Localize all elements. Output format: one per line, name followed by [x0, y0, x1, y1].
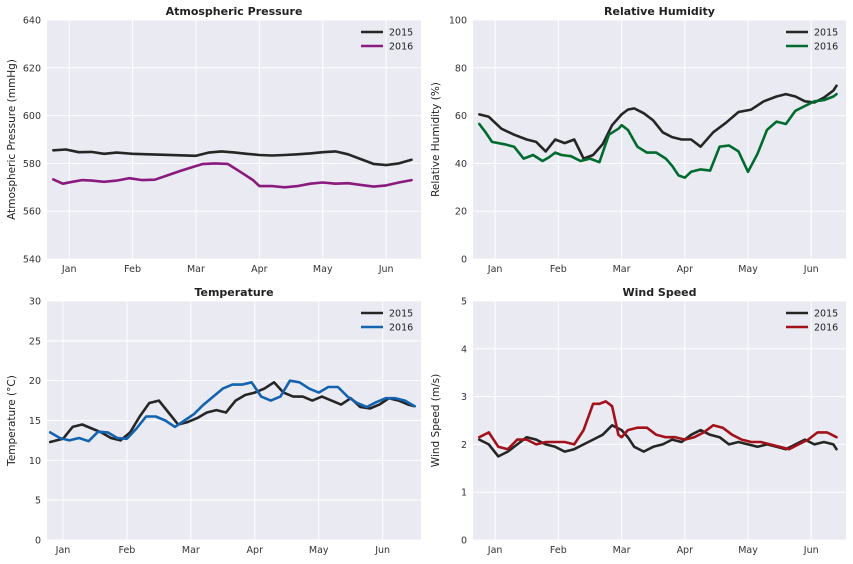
y-tick-label: 3	[461, 392, 467, 403]
x-tick-label: Feb	[124, 264, 141, 275]
chart-title: Relative Humidity	[604, 5, 715, 18]
x-tick-label: Mar	[613, 545, 631, 556]
legend-label-2015: 2015	[814, 28, 838, 39]
x-tick-label: Apr	[251, 264, 268, 275]
y-tick-label: 580	[23, 159, 41, 170]
y-tick-label: 1	[461, 488, 467, 499]
legend-label-2015: 2015	[389, 309, 413, 320]
x-tick-label: May	[313, 264, 333, 275]
series-line-2015	[51, 148, 413, 167]
wind-speed-chart: 0 1 2 3 4 5 Jan Feb Mar Apr May Jun Wind Speed Wind S…	[430, 286, 846, 556]
y-tick-label: 620	[23, 63, 41, 74]
legend-label-2016: 2016	[814, 42, 838, 53]
y-axis-label: Relative Humidity (%)	[430, 82, 442, 197]
y-tick-label: 30	[29, 297, 41, 308]
y-tick-label: 10	[29, 456, 41, 467]
x-tick-label: Feb	[550, 264, 567, 275]
y-tick-label: 40	[455, 159, 467, 170]
legend-label-2016: 2016	[389, 323, 413, 334]
x-tick-label: Jan	[55, 545, 71, 556]
x-tick-label: Mar	[182, 545, 200, 556]
x-tick-label: Jan	[487, 545, 503, 556]
y-tick-label: 20	[29, 376, 41, 387]
y-axis-label: Wind Speed (m/s)	[430, 374, 442, 467]
x-tick-label: Jan	[61, 264, 77, 275]
x-tick-label: Mar	[613, 264, 631, 275]
y-tick-label: 15	[29, 416, 41, 427]
legend-label-2016: 2016	[389, 42, 413, 53]
plot-area	[473, 301, 846, 540]
y-tick-label: 2	[461, 440, 467, 451]
legend-label-2015: 2015	[814, 309, 838, 320]
y-tick-label: 100	[449, 16, 467, 27]
chart-title: Atmospheric Pressure	[166, 5, 303, 18]
y-tick-label: 5	[461, 297, 467, 308]
legend-label-2015: 2015	[389, 28, 413, 39]
y-axis-label: Temperature (°C)	[6, 375, 18, 467]
humidity-chart: 0 20 40 60 80 100 Jan Feb Mar Apr May Jun Relative H…	[430, 5, 846, 275]
plot-area	[473, 20, 846, 259]
plot-area	[47, 20, 421, 259]
series-line-2016	[51, 162, 413, 189]
x-tick-label: Apr	[677, 264, 694, 275]
series-line-2015	[477, 84, 838, 160]
y-tick-label: 600	[23, 111, 41, 122]
x-tick-label: Jun	[378, 264, 394, 275]
y-tick-label: 4	[461, 344, 467, 355]
x-tick-label: Jun	[803, 545, 819, 556]
y-tick-label: 0	[35, 536, 41, 547]
y-tick-label: 560	[23, 207, 41, 218]
series-line-2016	[477, 400, 838, 451]
x-tick-label: Jan	[487, 264, 503, 275]
x-tick-label: Feb	[550, 545, 567, 556]
pressure-chart: 540 560 580 600 620 640 Jan Feb Mar Apr May Jun Atmo…	[6, 5, 421, 275]
temperature-chart: 0 5 10 15 20 25 30 Jan Feb Mar Apr May Jun Temperatur…	[6, 286, 421, 556]
x-tick-label: Mar	[187, 264, 205, 275]
chart-title: Wind Speed	[622, 286, 696, 299]
y-tick-label: 60	[455, 111, 467, 122]
y-tick-label: 0	[461, 255, 467, 266]
chart-title: Temperature	[194, 286, 273, 299]
y-tick-label: 5	[35, 496, 41, 507]
series-line-2016	[477, 92, 838, 179]
series-line-2016	[48, 379, 416, 443]
y-tick-label: 0	[461, 536, 467, 547]
x-tick-label: Apr	[677, 545, 694, 556]
y-tick-label: 80	[455, 63, 467, 74]
legend-label-2016: 2016	[814, 323, 838, 334]
y-axis-label: Atmospheric Pressure (mmHg)	[6, 59, 18, 220]
x-tick-label: May	[309, 545, 329, 556]
x-tick-label: Feb	[119, 545, 136, 556]
y-tick-label: 25	[29, 336, 41, 347]
x-tick-label: Apr	[247, 545, 264, 556]
x-tick-label: Jun	[803, 264, 819, 275]
y-tick-label: 640	[23, 16, 41, 27]
x-tick-label: May	[738, 264, 758, 275]
x-tick-label: May	[738, 545, 758, 556]
y-tick-label: 20	[455, 207, 467, 218]
x-tick-label: Jun	[374, 545, 390, 556]
y-tick-label: 540	[23, 255, 41, 266]
